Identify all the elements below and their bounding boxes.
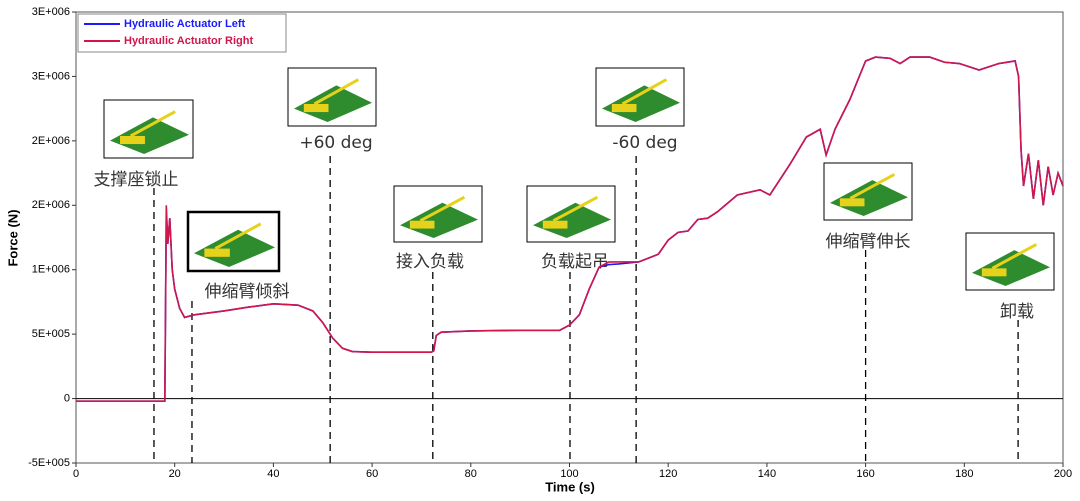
- x-tick-label: 60: [366, 468, 378, 480]
- x-tick-label: 140: [758, 468, 776, 480]
- thumbnail-ground: [602, 85, 680, 122]
- y-tick-label: 3E+006: [32, 6, 70, 18]
- thumbnail-crane: [611, 103, 637, 113]
- x-tick-label: 0: [73, 468, 79, 480]
- thumbnail-boom: [419, 195, 466, 223]
- thumbnail-boom: [849, 173, 896, 200]
- annotation-label: -60 deg: [612, 133, 677, 153]
- y-tick-label: 2E+006: [32, 135, 70, 147]
- x-tick-label: 160: [856, 468, 874, 480]
- y-axis-title: Force (N): [5, 209, 20, 266]
- thumbnail-crane: [839, 198, 865, 207]
- x-axis-title: Time (s): [545, 479, 595, 494]
- thumbnail-ground: [294, 85, 372, 122]
- legend-box: [77, 13, 287, 53]
- thumbnail-crane: [409, 220, 435, 229]
- x-tick-label: 80: [465, 468, 477, 480]
- y-tick-label: 1E+006: [32, 264, 70, 276]
- annotation-label: 负载起吊: [541, 252, 609, 272]
- thumbnail-boom: [313, 78, 360, 106]
- thumbnail: [287, 67, 377, 127]
- thumbnail-ground: [830, 180, 908, 216]
- thumbnail-crane: [204, 248, 230, 257]
- annotation-label: 支撑座锁止: [94, 170, 179, 190]
- x-tick-label: 180: [955, 468, 973, 480]
- thumbnail-boom: [129, 110, 176, 138]
- x-tick-label: 20: [169, 468, 181, 480]
- y-tick-label: 5E+005: [32, 328, 70, 340]
- legend-label: Hydraulic Actuator Right: [124, 35, 253, 47]
- thumbnail-ground: [194, 229, 275, 267]
- thumbnail: [526, 185, 616, 243]
- thumbnail-boom: [621, 78, 668, 106]
- thumbnail-crane: [303, 103, 329, 113]
- thumbnail-boom: [214, 222, 262, 250]
- x-tick-label: 40: [267, 468, 279, 480]
- thumbnail-boom: [991, 243, 1038, 270]
- x-tick-label: 200: [1054, 468, 1072, 480]
- thumbnail: [186, 210, 281, 273]
- y-tick-label: 3E+006: [32, 70, 70, 82]
- thumbnail-boom: [552, 195, 599, 223]
- thumbnail-ground: [400, 202, 478, 238]
- annotation-label: 伸缩臂伸长: [826, 232, 911, 252]
- y-tick-label: 0: [64, 392, 70, 404]
- x-tick-label: 100: [560, 468, 578, 480]
- annotation-label: 伸缩臂倾斜: [205, 282, 290, 302]
- thumbnail-ground: [972, 250, 1050, 286]
- annotation-label: 接入负载: [396, 252, 464, 272]
- thumbnail: [823, 162, 913, 221]
- y-tick-label: 2E+006: [32, 199, 70, 211]
- x-tick-label: 120: [659, 468, 677, 480]
- thumbnail: [965, 232, 1055, 291]
- y-tick-label: -5E+005: [28, 457, 70, 469]
- thumbnail: [393, 185, 483, 243]
- thumbnail-ground: [110, 117, 189, 154]
- legend-label: Hydraulic Actuator Left: [124, 18, 246, 30]
- thumbnail-crane: [981, 268, 1007, 277]
- annotation-label: 卸载: [1000, 302, 1034, 322]
- annotation-label: +60 deg: [299, 133, 372, 153]
- thumbnail-ground: [533, 202, 611, 238]
- thumbnail-crane: [120, 135, 145, 145]
- series-line: [76, 56, 1064, 402]
- thumbnail: [103, 99, 194, 159]
- thumbnail: [595, 67, 685, 127]
- thumbnail-crane: [542, 220, 568, 229]
